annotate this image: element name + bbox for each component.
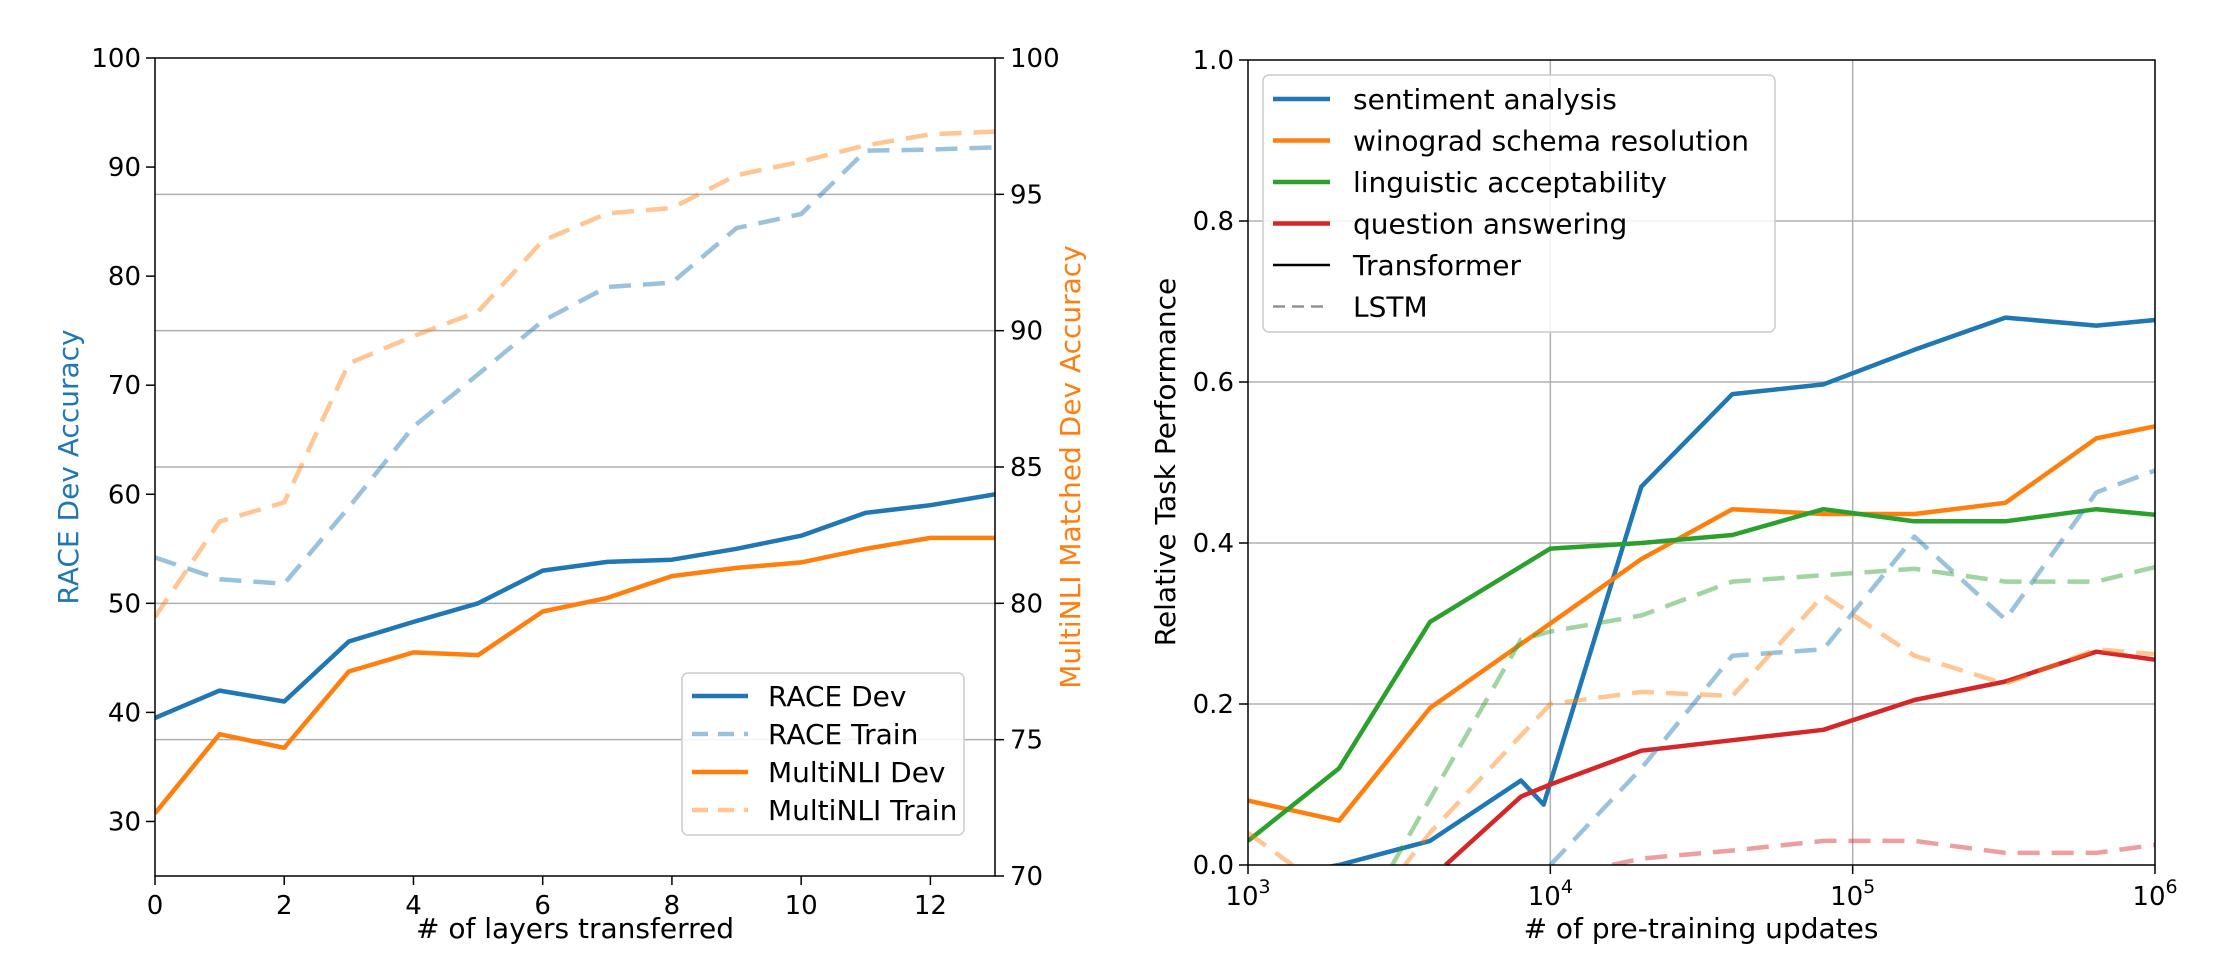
y-tick-label: 80 bbox=[108, 262, 141, 292]
legend-label: MultiNLI Dev bbox=[768, 756, 946, 789]
layers-transferred-chart: 0 2 4 6 8 10 12 30 40 50 60 70 80 90 100 70 75 80 85 90 95… bbox=[52, 44, 1087, 945]
series-line-winograd-schema-resolution-lstm bbox=[1248, 593, 2155, 865]
series-line-multinli-train bbox=[155, 129, 995, 619]
series-line-race-train bbox=[155, 145, 995, 586]
series-line-question-answering-lstm bbox=[1611, 838, 2155, 865]
y-tick-label: 100 bbox=[91, 44, 141, 74]
y2-tick-label: 75 bbox=[1010, 726, 1043, 756]
x-tick-label: 106 bbox=[2132, 876, 2177, 912]
y2-tick-label: 90 bbox=[1010, 317, 1043, 347]
y-tick-label: 0.0 bbox=[1193, 851, 1234, 881]
series-line-linguistic-acceptability-transformer bbox=[1248, 506, 2155, 843]
series-line-winograd-schema-resolution-transformer bbox=[1248, 424, 2155, 823]
left-chart-gridlines bbox=[155, 193, 995, 741]
series-line-sentiment-analysis-lstm bbox=[1548, 468, 2155, 865]
pretraining-updates-chart: 103 104 105 106 0.0 0.2 0.4 0.6 0.8 1.0 # of pre… bbox=[1149, 46, 2178, 945]
series-line-race-dev bbox=[155, 492, 995, 720]
y-tick-label: 30 bbox=[108, 807, 141, 837]
series-line-multinli-dev bbox=[155, 535, 995, 815]
y-tick-label: 0.8 bbox=[1193, 207, 1234, 237]
series-line-question-answering-transformer bbox=[1443, 649, 2155, 865]
x-tick-label: 103 bbox=[1225, 876, 1270, 912]
x-tick-label: 12 bbox=[914, 891, 947, 921]
y-tick-label: 0.2 bbox=[1193, 690, 1234, 720]
y-tick-label: 90 bbox=[108, 153, 141, 183]
y-tick-label: 50 bbox=[108, 589, 141, 619]
right-chart-x-ticks: 103 104 105 106 bbox=[1225, 865, 2178, 912]
left-chart-series bbox=[155, 129, 995, 815]
x-tick-label: 104 bbox=[1528, 876, 1573, 912]
right-chart-series bbox=[1248, 315, 2155, 865]
left-chart-legend-box bbox=[681, 672, 965, 836]
legend-label: linguistic acceptability bbox=[1353, 166, 1667, 199]
legend-label: RACE Train bbox=[768, 718, 918, 751]
x-tick-label: 0 bbox=[147, 891, 164, 921]
left-chart-right-y-ticks: 70 75 80 85 90 95 100 bbox=[995, 44, 1060, 892]
right-chart-y-ticks: 0.0 0.2 0.4 0.6 0.8 1.0 bbox=[1193, 46, 1248, 881]
series-line-linguistic-acceptability-lstm bbox=[1390, 564, 2155, 865]
x-tick-label: 4 bbox=[405, 891, 422, 921]
right-chart-y-axis-label: Relative Task Performance bbox=[1149, 278, 1182, 647]
legend-label: Transformer bbox=[1352, 249, 1522, 282]
right-chart-frame bbox=[1247, 59, 2156, 866]
y2-tick-label: 95 bbox=[1010, 180, 1043, 210]
x-tick-label: 6 bbox=[534, 891, 551, 921]
x-tick-label: 10 bbox=[785, 891, 818, 921]
right-chart-legend: sentiment analysis winograd schema resolu… bbox=[1262, 74, 1776, 333]
y2-tick-label: 80 bbox=[1010, 589, 1043, 619]
y2-tick-label: 100 bbox=[1010, 44, 1060, 74]
left-chart-x-ticks: 0 2 4 6 8 10 12 bbox=[147, 876, 947, 921]
left-chart-right-y-axis-label: MultiNLI Matched Dev Accuracy bbox=[1054, 245, 1087, 689]
left-chart-left-y-ticks: 30 40 50 60 70 80 90 100 bbox=[91, 44, 155, 837]
x-tick-label: 8 bbox=[664, 891, 681, 921]
left-chart-left-y-axis-label: RACE Dev Accuracy bbox=[52, 329, 85, 604]
x-tick-label: 105 bbox=[1830, 876, 1875, 912]
series-line-sentiment-analysis-transformer bbox=[1326, 315, 2155, 865]
y-tick-label: 0.6 bbox=[1193, 368, 1234, 398]
legend-label: RACE Dev bbox=[768, 680, 906, 713]
left-chart-legend: RACE Dev RACE Train MultiNLI Dev MultiNLI T… bbox=[681, 672, 965, 836]
y-tick-label: 0.4 bbox=[1193, 529, 1234, 559]
x-tick-label: 2 bbox=[276, 891, 293, 921]
y2-tick-label: 70 bbox=[1010, 862, 1043, 892]
y-tick-label: 1.0 bbox=[1193, 46, 1234, 76]
legend-label: sentiment analysis bbox=[1353, 83, 1617, 116]
legend-label: MultiNLI Train bbox=[768, 794, 957, 827]
legend-label: LSTM bbox=[1353, 291, 1428, 324]
y-tick-label: 70 bbox=[108, 371, 141, 401]
y-tick-label: 40 bbox=[108, 698, 141, 728]
legend-label: question answering bbox=[1353, 208, 1627, 241]
right-chart-legend-box bbox=[1262, 74, 1776, 333]
y2-tick-label: 85 bbox=[1010, 453, 1043, 483]
left-chart-x-axis-label: # of layers transferred bbox=[416, 912, 734, 945]
legend-label: winograd schema resolution bbox=[1353, 125, 1749, 158]
right-chart-x-axis-label: # of pre-training updates bbox=[1524, 912, 1879, 945]
y-tick-label: 60 bbox=[108, 480, 141, 510]
